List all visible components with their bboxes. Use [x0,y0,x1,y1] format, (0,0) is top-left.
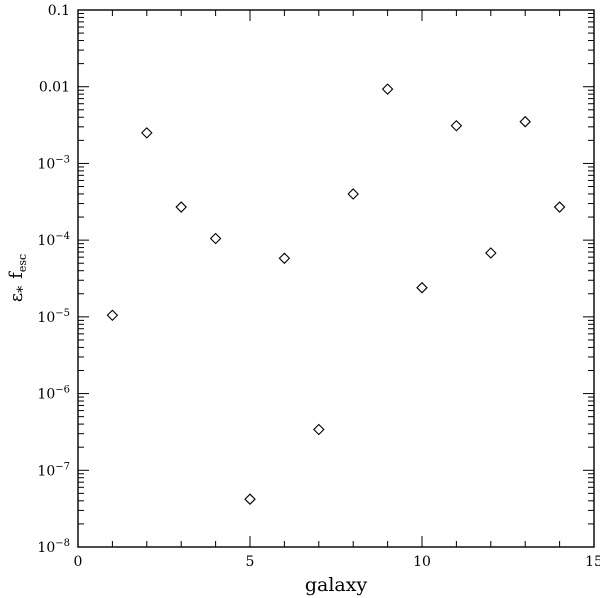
y-tick-label: 10−3 [37,154,70,172]
svg-text:ε*fesc: ε*fesc [6,254,31,302]
data-point [485,247,497,259]
data-point [347,188,359,200]
data-point [278,252,291,265]
data-point [106,309,119,322]
tick-marks [77,9,595,548]
y-tick-label: 10−6 [37,385,70,403]
y-tick-label: 10−8 [37,538,70,556]
data-point [313,423,325,436]
data-point [141,127,153,139]
data-point [244,493,256,505]
data-point [553,201,566,213]
plot-frame [77,9,595,548]
x-axis-title: galaxy [305,574,368,596]
data-point [519,115,531,128]
y-tick-label: 10−7 [37,461,70,479]
data-point [209,232,222,245]
data-points [106,83,566,505]
data-point [175,201,187,213]
x-tick-label: 5 [246,554,255,570]
y-tick-label: 10−4 [37,231,70,249]
data-point [381,83,394,95]
y-tick-label: 10−5 [37,308,70,326]
y-tick-labels: 0.1 0.01 10−3 10−4 10−5 10−6 10−7 10−8 [37,3,70,556]
x-tick-label: 10 [413,554,431,570]
y-axis-title: ε*fesc [6,254,31,302]
x-tick-label: 0 [74,554,83,570]
data-point [416,281,428,294]
data-point [450,119,463,132]
y-tick-label: 0.01 [39,80,70,96]
y-tick-label: 0.1 [48,3,70,19]
x-tick-labels: 0 5 10 15 [74,554,600,570]
x-tick-label: 15 [585,554,600,570]
